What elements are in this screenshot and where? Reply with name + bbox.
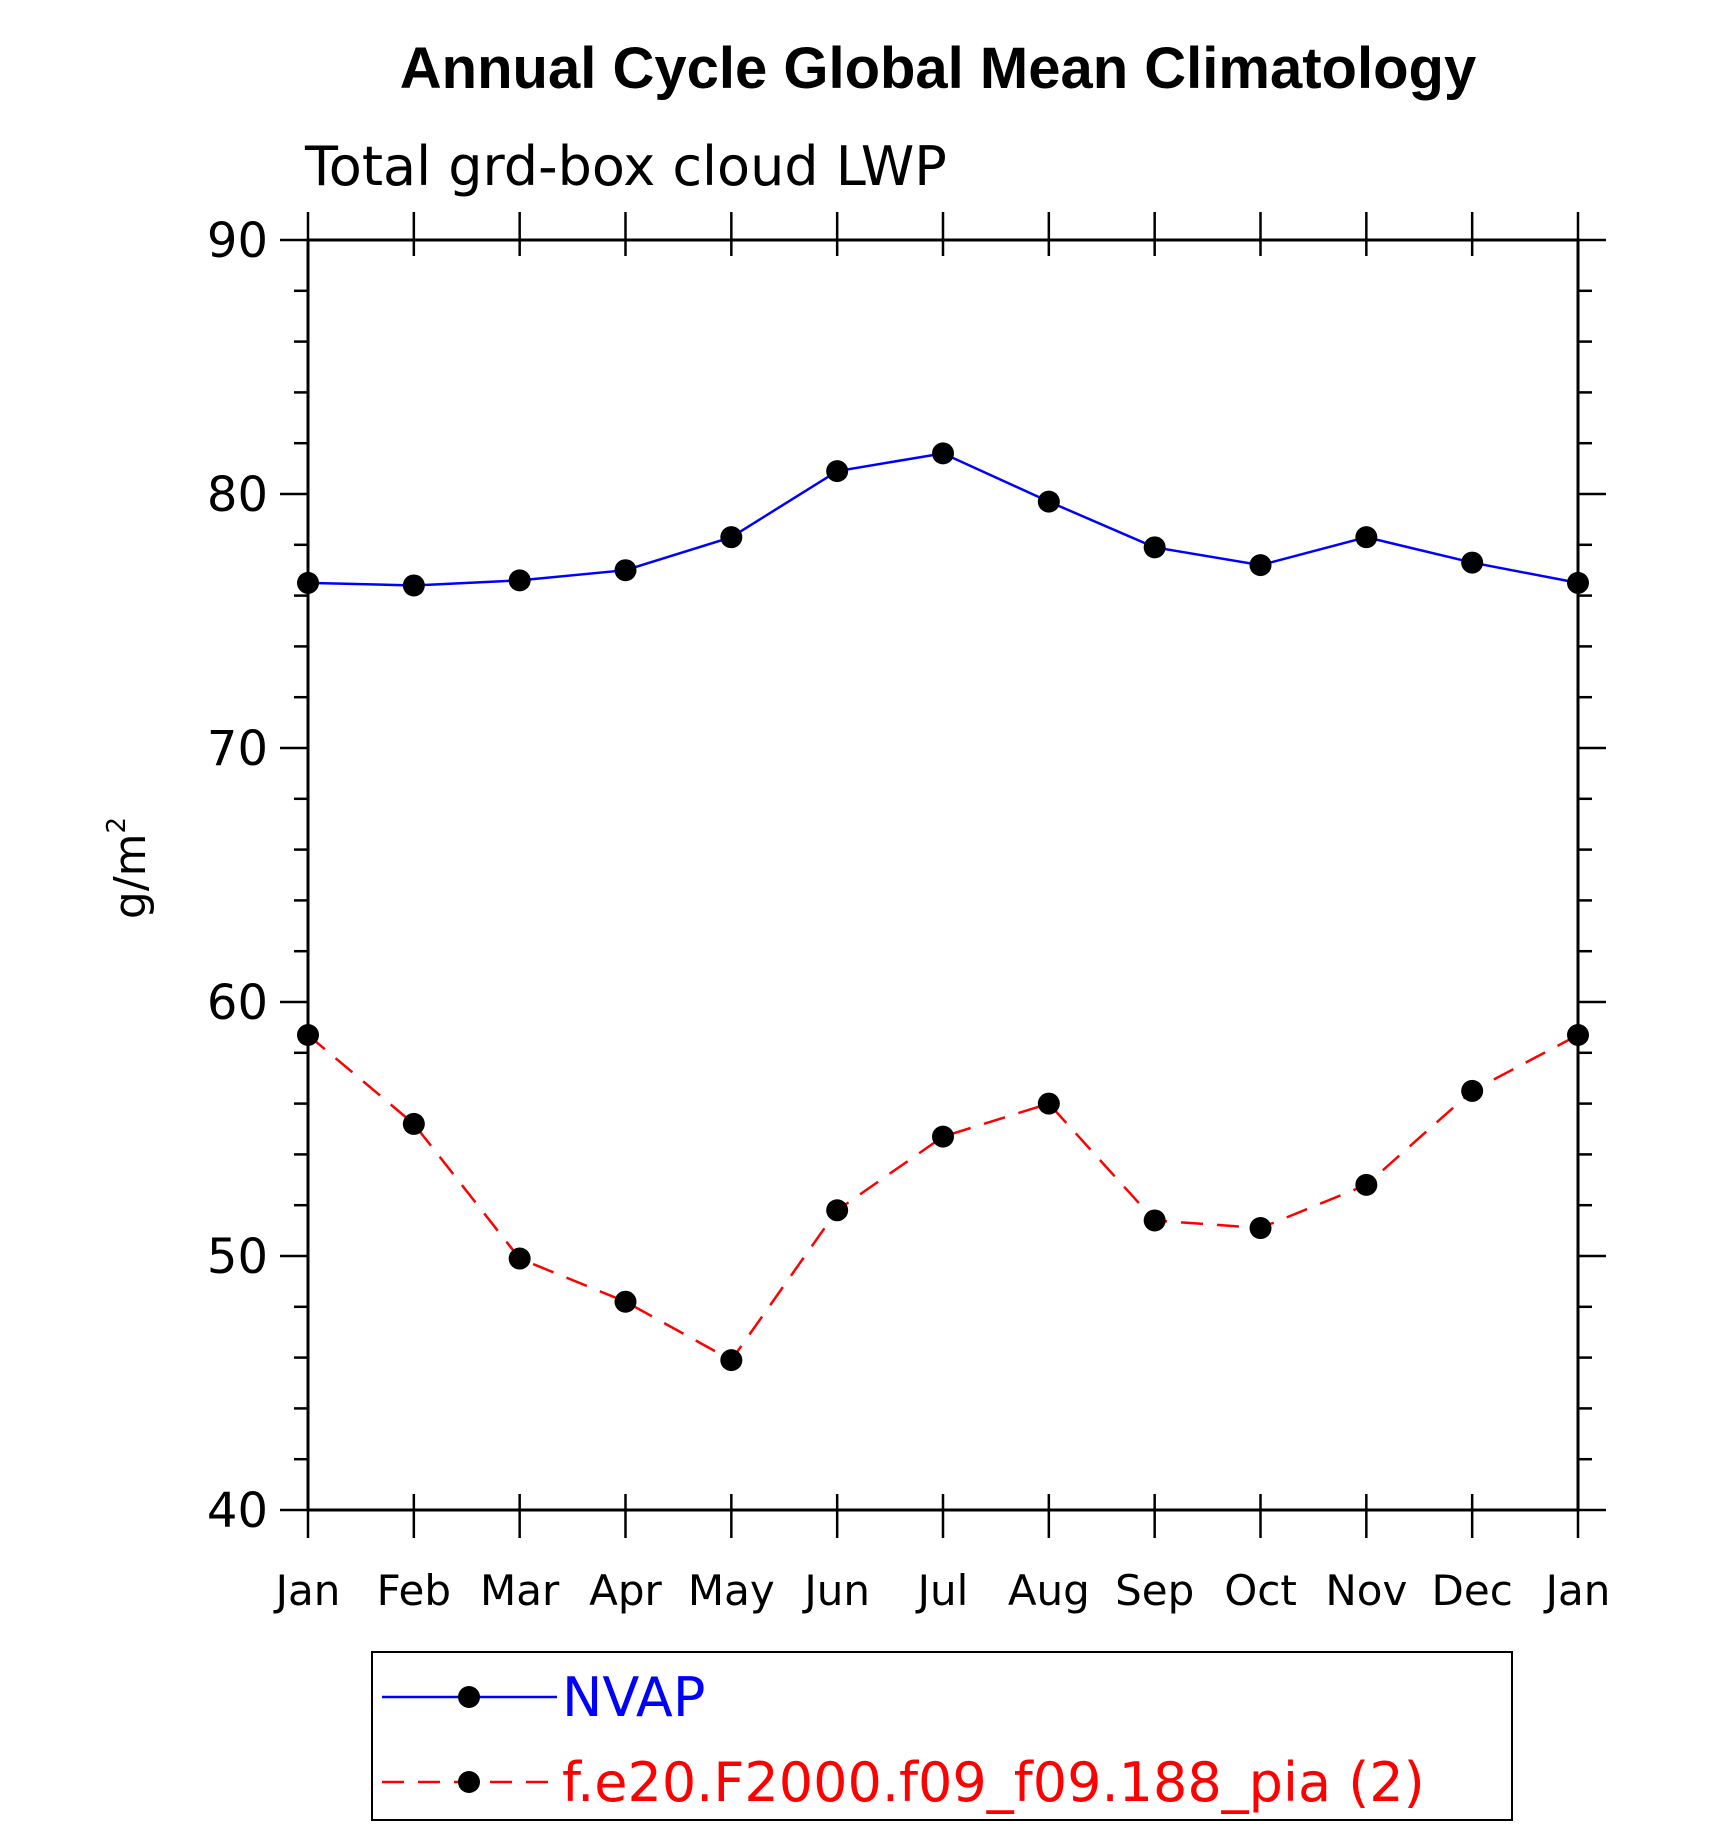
legend-label-1: f.e20.F2000.f09_f09.188_pia (2) bbox=[562, 1751, 1425, 1814]
series-0-point bbox=[1355, 526, 1378, 549]
series-line-1 bbox=[307, 1033, 1579, 1362]
y-tick-label: 90 bbox=[207, 213, 268, 269]
chart-subtitle: Total grd-box cloud LWP bbox=[304, 135, 947, 198]
series-0-point bbox=[1143, 536, 1166, 559]
x-tick-label: Jan bbox=[273, 1566, 341, 1615]
series-0-point bbox=[1461, 551, 1484, 574]
y-tick-label: 50 bbox=[207, 1229, 268, 1285]
plot-frame bbox=[306, 238, 1580, 1512]
series-0-point bbox=[508, 569, 531, 592]
y-axis-label-base: g/m bbox=[105, 833, 156, 919]
series-1-point bbox=[1355, 1173, 1378, 1196]
legend-marker-1 bbox=[458, 1771, 480, 1793]
x-tick-label: Apr bbox=[589, 1566, 662, 1615]
series-1-point bbox=[1567, 1024, 1589, 1047]
x-tick-label: Oct bbox=[1224, 1566, 1297, 1615]
series-0-point bbox=[1567, 571, 1589, 594]
series-1-point bbox=[1249, 1217, 1272, 1240]
x-tick-label: Dec bbox=[1432, 1566, 1513, 1615]
legend-marker-0 bbox=[458, 1686, 480, 1708]
series-1-point bbox=[1461, 1079, 1484, 1102]
series-0-point bbox=[720, 526, 743, 549]
x-tick-label: Feb bbox=[377, 1566, 451, 1615]
y-tick-label: 70 bbox=[207, 721, 268, 777]
chart-title: Annual Cycle Global Mean Climatology bbox=[400, 36, 1476, 101]
series-1-point bbox=[1143, 1209, 1166, 1232]
x-tick-label: Jun bbox=[801, 1566, 870, 1615]
series-1-point bbox=[932, 1125, 954, 1148]
series-0-point bbox=[932, 442, 954, 465]
series-1-point bbox=[826, 1199, 849, 1222]
series-1-point bbox=[1037, 1092, 1060, 1115]
series-0-point bbox=[1249, 554, 1272, 577]
plot-area: 40 50 60 70 80 90 Jan Feb Mar Apr May Jun Jul Aug Sep O… bbox=[207, 212, 1611, 1821]
series-1-point bbox=[297, 1024, 319, 1047]
x-tick-label: Mar bbox=[480, 1566, 560, 1615]
series-1-point bbox=[508, 1247, 531, 1270]
x-tick-label: Nov bbox=[1325, 1566, 1407, 1615]
svg-text:g/m2: g/m2 bbox=[102, 817, 156, 919]
y-axis-label-superscript: 2 bbox=[102, 817, 132, 834]
series-1-point bbox=[402, 1112, 425, 1135]
series-0-point bbox=[402, 574, 425, 597]
series-0-point bbox=[826, 460, 849, 483]
x-tick-label: Sep bbox=[1115, 1566, 1194, 1615]
series-1-point bbox=[614, 1290, 637, 1313]
legend-label-0: NVAP bbox=[562, 1666, 705, 1729]
x-tick-label: Jul bbox=[915, 1566, 969, 1615]
x-tick-label: Jan bbox=[1543, 1566, 1611, 1615]
series-1-point bbox=[720, 1349, 743, 1372]
y-tick-label: 60 bbox=[207, 975, 268, 1031]
series-line-0 bbox=[307, 452, 1579, 587]
y-axis-label: g/m2 bbox=[102, 817, 156, 919]
legend-box bbox=[371, 1651, 1513, 1821]
series-0-point bbox=[1037, 490, 1060, 513]
series-0-point bbox=[297, 571, 319, 594]
x-tick-label: May bbox=[688, 1566, 775, 1615]
y-tick-label: 40 bbox=[207, 1483, 268, 1539]
y-tick-label: 80 bbox=[207, 467, 268, 523]
x-tick-label: Aug bbox=[1008, 1566, 1090, 1615]
series-0-point bbox=[614, 559, 637, 582]
